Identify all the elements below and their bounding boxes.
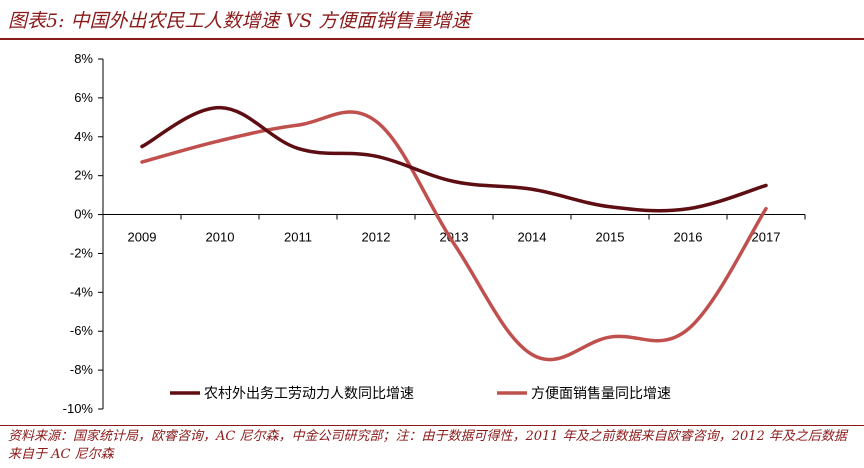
- data-point: [686, 207, 690, 211]
- series-group: [140, 105, 768, 362]
- data-point: [218, 139, 222, 143]
- legend-label: 农村外出务工劳动力人数同比增速: [204, 386, 414, 402]
- data-point: [140, 145, 144, 148]
- y-axis: 8% 6% 4% 2% 0% -2% -4% -6% -8% -10%: [63, 51, 104, 416]
- y-tick-label: -10%: [63, 401, 94, 416]
- x-axis: 2009 2010 2011 2012 2013 2014 2015 2016 2017: [102, 214, 806, 245]
- x-tick-label: 2017: [752, 230, 781, 245]
- x-tick-label: 2011: [284, 230, 312, 245]
- y-tick-label: -8%: [70, 362, 94, 377]
- series-line-0: [140, 105, 768, 213]
- chart-title: 图表5: 中国外出农民工人数增速 VS 方便面销售量增速: [8, 10, 471, 32]
- data-point: [530, 187, 534, 191]
- data-point: [452, 180, 456, 183]
- data-point: [608, 335, 612, 339]
- title-divider: [0, 38, 864, 40]
- source-divider: [0, 425, 864, 426]
- y-tick-label: -6%: [70, 323, 94, 338]
- x-tick-label: 2014: [518, 230, 547, 245]
- data-point: [764, 183, 768, 187]
- y-tick-label: 2%: [74, 168, 93, 183]
- y-tick-label: 8%: [74, 51, 93, 66]
- series-line-1: [140, 110, 768, 362]
- data-point: [686, 327, 690, 331]
- y-tick-label: -2%: [70, 245, 94, 260]
- data-point: [452, 242, 456, 246]
- data-point: [374, 154, 378, 158]
- data-point: [764, 207, 768, 211]
- data-point: [218, 106, 222, 110]
- data-point: [530, 353, 534, 357]
- x-tick-label: 2016: [674, 230, 703, 245]
- x-tick-label: 2009: [128, 230, 157, 245]
- data-point: [608, 205, 612, 209]
- data-point: [296, 123, 300, 127]
- y-tick-label: 4%: [74, 129, 93, 144]
- legend-label: 方便面销售量同比增速: [531, 386, 671, 402]
- y-tick-label: 0%: [74, 207, 93, 222]
- y-tick-label: -4%: [70, 284, 94, 299]
- x-tick-label: 2010: [206, 230, 235, 245]
- x-tick-label: 2012: [362, 230, 391, 245]
- y-tick-label: 6%: [74, 90, 93, 105]
- x-tick-label: 2015: [596, 230, 625, 245]
- data-point: [374, 119, 378, 123]
- data-point: [140, 160, 144, 164]
- data-point: [296, 146, 300, 150]
- legend: 农村外出务工劳动力人数同比增速 方便面销售量同比增速: [170, 386, 671, 402]
- source-note: 资料来源：国家统计局，欧睿咨询，AC 尼尔森，中金公司研究部；注：由于数据可得性…: [8, 429, 847, 462]
